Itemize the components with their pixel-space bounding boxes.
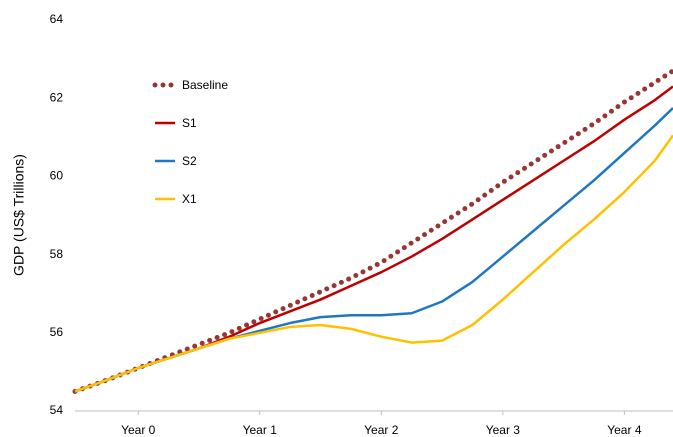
series-line [74, 107, 673, 393]
x-tick-label: Year 1 [243, 423, 278, 437]
y-tick-label: 56 [50, 325, 64, 339]
x-tick-label: Year 3 [486, 423, 521, 437]
legend-label: S2 [182, 154, 197, 168]
series-line [74, 134, 673, 393]
y-tick-label: 54 [50, 403, 64, 417]
legend-label: Baseline [182, 78, 228, 92]
y-tick-label: 64 [50, 12, 64, 26]
x-tick-label: Year 0 [121, 423, 156, 437]
y-tick-label: 58 [50, 247, 64, 261]
legend-label: S1 [182, 116, 197, 130]
y-tick-label: 62 [50, 90, 64, 104]
x-tick-label: Year 4 [607, 423, 642, 437]
legend-label: X1 [182, 192, 197, 206]
series-line [74, 85, 673, 393]
series-line [72, 68, 673, 394]
y-tick-label: 60 [50, 169, 64, 183]
y-axis-label: GDP (US$ Trillions) [11, 154, 27, 276]
x-tick-label: Year 2 [364, 423, 399, 437]
